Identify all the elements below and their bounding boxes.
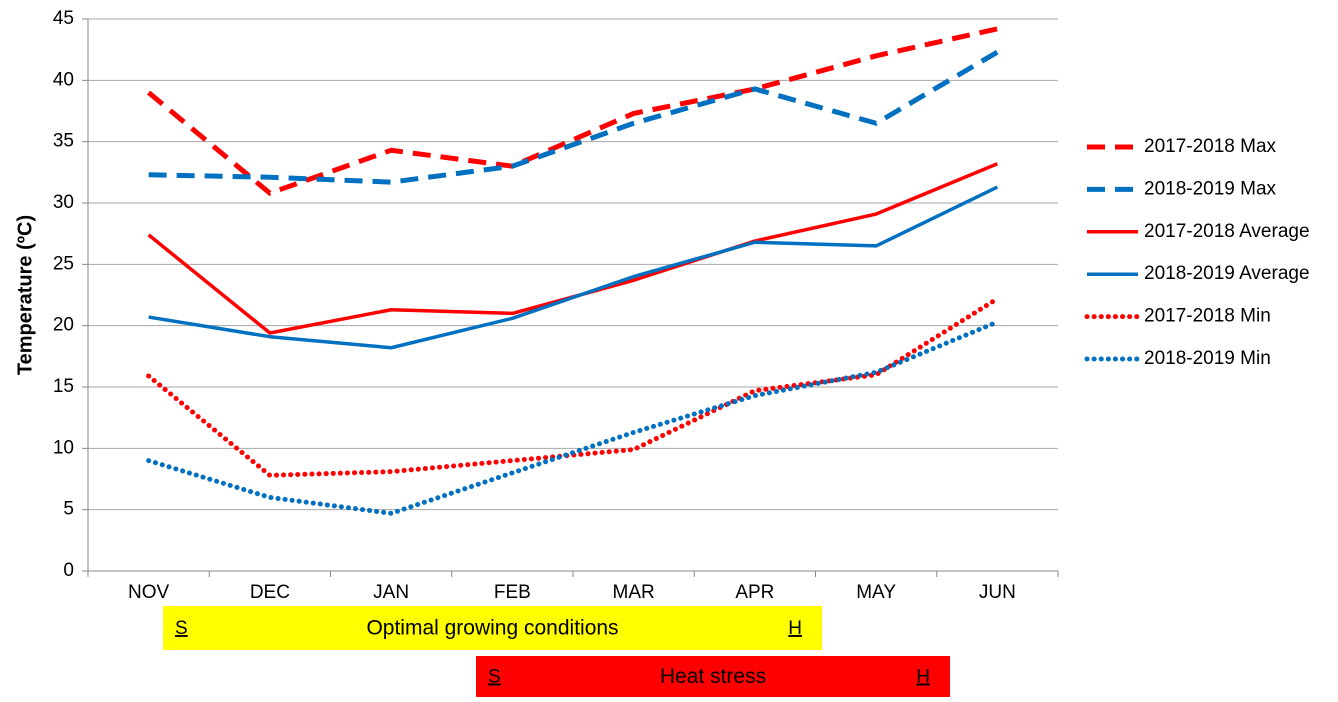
series-line <box>148 185 999 350</box>
series-line <box>146 319 1000 516</box>
x-tick-label: DEC <box>250 582 290 603</box>
annotation-start: S <box>488 667 501 688</box>
series-line <box>147 162 999 335</box>
legend-label: 2018-2019 Min <box>1144 348 1271 369</box>
x-tick-label: MAY <box>856 582 896 603</box>
y-tick-label: 5 <box>63 499 74 520</box>
x-tick-label: JAN <box>373 582 409 603</box>
x-tick-label: FEB <box>494 582 531 603</box>
y-tick-label: 10 <box>53 437 74 458</box>
legend-label: 2017-2018 Max <box>1144 136 1277 157</box>
annotation-bar <box>476 656 950 697</box>
y-tick-label: 45 <box>53 8 74 29</box>
annotation-end: H <box>916 667 930 688</box>
y-tick-label: 15 <box>53 376 74 397</box>
series-line <box>147 26 998 196</box>
x-tick-label: MAR <box>613 582 655 603</box>
annotation-label: Heat stress <box>660 665 766 688</box>
x-tick-label: JUN <box>979 582 1016 603</box>
y-tick-label: 35 <box>53 131 74 152</box>
x-tick-label: APR <box>735 582 774 603</box>
legend-label: 2018-2019 Average <box>1144 263 1310 284</box>
annotation-bar <box>163 606 822 650</box>
annotation-label: Optimal growing conditions <box>366 617 618 640</box>
y-axis-label: Temperature (ºC) <box>14 215 36 375</box>
legend-label: 2017-2018 Min <box>1144 306 1271 327</box>
series-line <box>148 49 999 185</box>
x-tick-label: NOV <box>128 582 170 603</box>
y-tick-label: 25 <box>53 253 74 274</box>
y-tick-label: 0 <box>63 560 74 581</box>
legend-label: 2018-2019 Max <box>1144 178 1277 199</box>
y-tick-label: 40 <box>53 69 74 90</box>
legend-label: 2017-2018 Average <box>1144 221 1310 242</box>
annotation-start: S <box>175 618 188 639</box>
annotation-end: H <box>788 618 802 639</box>
y-tick-label: 30 <box>53 192 74 213</box>
y-tick-label: 20 <box>53 315 74 336</box>
